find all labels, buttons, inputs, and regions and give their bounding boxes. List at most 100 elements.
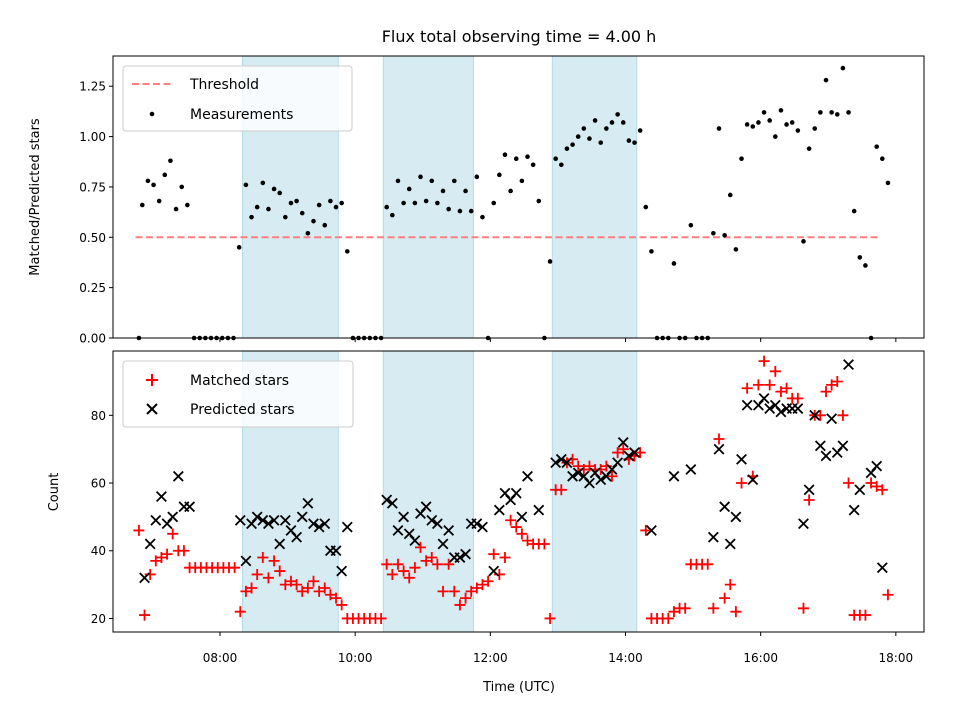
measurement-point <box>151 182 156 188</box>
measurement-point <box>581 126 587 131</box>
matched-star-point <box>448 585 460 597</box>
matched-star-point <box>516 528 528 540</box>
measurement-point <box>322 222 328 228</box>
measurement-point <box>722 232 727 238</box>
measurement-point <box>553 156 558 162</box>
matched-star-point <box>752 379 764 391</box>
bottom-y-ticks: 20 40 60 80 <box>91 409 113 626</box>
matched-star-point <box>313 585 325 597</box>
matched-star-point <box>307 575 319 587</box>
predicted-star-point <box>876 562 888 574</box>
predicted-star-point <box>820 450 832 462</box>
predicted-star-point <box>454 552 466 563</box>
matched-star-point <box>843 477 855 489</box>
predicted-star-point <box>381 494 393 506</box>
measurement-point <box>418 174 423 180</box>
matched-star-point <box>150 555 162 567</box>
matched-star-point <box>724 579 736 591</box>
matched-star-point <box>415 541 427 553</box>
measurement-point <box>671 261 677 266</box>
measurement-point <box>789 120 795 125</box>
matched-star-point <box>420 555 432 567</box>
matched-star-point <box>330 592 342 604</box>
matched-star-point <box>640 524 652 536</box>
matched-star-point <box>505 514 517 526</box>
matched-star-point <box>375 612 387 624</box>
legend-threshold-label: Threshold <box>189 77 259 93</box>
matched-star-point <box>279 579 291 591</box>
chart-title: Flux total observing time = 4.00 h <box>382 27 657 46</box>
matched-star-point <box>764 379 776 391</box>
measurement-point <box>277 190 283 196</box>
shaded-interval <box>382 55 474 339</box>
measurement-point <box>339 200 344 206</box>
bottom-legend: Matched stars Predicted stars <box>122 360 354 428</box>
top-measurement-points <box>136 65 891 341</box>
matched-star-point <box>234 606 246 618</box>
predicted-star-point <box>792 403 804 414</box>
measurement-point <box>547 259 553 264</box>
predicted-star-point <box>150 514 162 526</box>
legend-measurements-swatch <box>149 111 155 117</box>
predicted-star-point <box>257 514 269 526</box>
matched-star-point <box>296 585 308 597</box>
matched-star-point <box>476 579 488 591</box>
measurement-point <box>643 204 649 210</box>
measurement-point <box>637 128 643 133</box>
measurement-point <box>243 182 249 188</box>
x-tick-label: 18:00 <box>879 651 914 665</box>
measurement-point <box>401 200 406 206</box>
measurement-point <box>761 110 767 115</box>
measurement-point <box>468 208 474 214</box>
measurement-point <box>513 156 519 162</box>
predicted-star-point <box>567 470 579 482</box>
predicted-star-point <box>172 470 184 482</box>
measurement-point <box>406 186 412 192</box>
predicted-star-point <box>724 538 736 550</box>
predicted-star-point <box>477 521 488 533</box>
matched-star-point <box>617 443 629 455</box>
measurement-point <box>316 202 322 208</box>
predicted-star-point <box>685 464 697 475</box>
measurement-point <box>457 208 463 214</box>
matched-star-point <box>544 612 556 624</box>
measurement-point <box>497 172 502 178</box>
predicted-star-point <box>595 474 607 486</box>
shaded-interval <box>382 350 474 633</box>
measurement-point <box>480 214 485 220</box>
measurement-point <box>773 134 778 139</box>
measurement-point <box>615 112 620 117</box>
matched-star-point <box>707 602 719 614</box>
measurement-point <box>733 247 739 252</box>
measurement-point <box>711 230 716 236</box>
measurement-point <box>333 204 339 210</box>
top-legend-box <box>122 65 353 132</box>
predicted-star-point <box>330 545 342 557</box>
measurement-point <box>271 186 277 192</box>
top-y-axis-label: Matched/Predicted stars <box>28 118 43 276</box>
shaded-interval <box>551 350 638 633</box>
measurement-point <box>756 120 761 125</box>
shaded-interval <box>551 55 638 339</box>
matched-stars-points <box>133 355 894 624</box>
matched-star-point <box>668 606 680 618</box>
predicted-star-point <box>341 521 353 533</box>
measurement-point <box>423 198 429 204</box>
predicted-star-point <box>730 511 742 523</box>
top-y-tick-label: 1.25 <box>79 80 106 94</box>
matched-star-point <box>702 558 714 570</box>
predicted-star-point <box>308 518 319 530</box>
predicted-star-point <box>584 477 595 489</box>
measurement-point <box>632 140 637 145</box>
matched-star-point <box>803 494 815 506</box>
measurement-point <box>784 122 789 127</box>
measurement-point <box>446 206 451 212</box>
legend-matched-label: Matched stars <box>190 373 289 389</box>
matched-star-point <box>865 477 877 489</box>
predicted-star-point <box>843 359 854 370</box>
matched-star-point <box>741 382 753 394</box>
measurement-point <box>254 204 260 210</box>
predicted-star-point <box>240 555 252 567</box>
predicted-star-point <box>826 413 838 425</box>
predicted-star-point <box>471 518 483 530</box>
